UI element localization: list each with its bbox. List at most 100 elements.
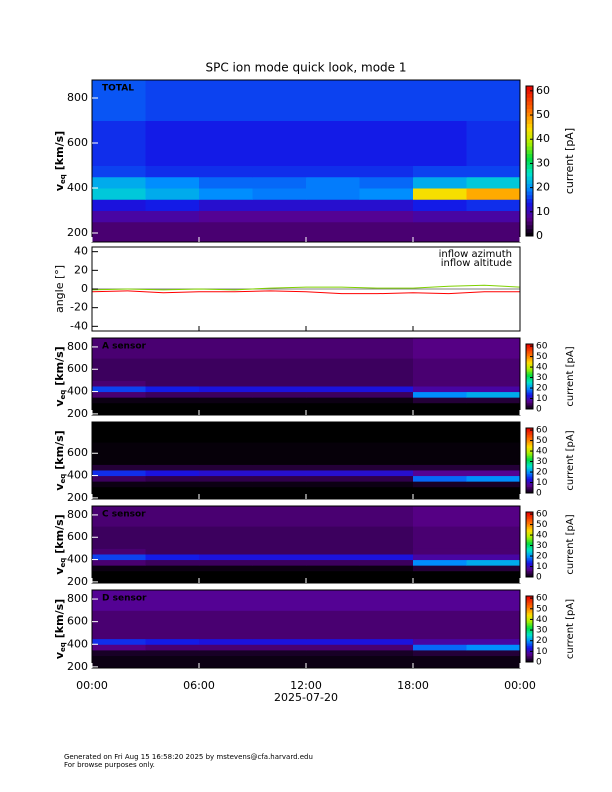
colorbar-swatch: [526, 559, 533, 562]
legend-entry: inflow altitude: [441, 258, 512, 269]
heat-cell: [145, 165, 200, 178]
colorbar-tick-label: 20: [536, 552, 548, 562]
heat-cell: [92, 210, 146, 223]
colorbar-swatch: [526, 352, 533, 355]
y-axis-label: veq [km/s]: [53, 346, 67, 406]
colorbar-swatch: [526, 428, 533, 431]
heat-cell: [199, 176, 253, 189]
colorbar-swatch: [526, 402, 533, 405]
colorbar-swatch: [526, 153, 533, 158]
y-tick-label: 600: [67, 446, 88, 459]
colorbar-swatch: [526, 376, 533, 379]
heat-cell: [466, 380, 520, 387]
colorbar-swatch: [526, 643, 533, 646]
colorbar-tick-label: 10: [536, 562, 548, 572]
heat-cell: [306, 638, 360, 645]
colorbar-frame: [525, 595, 534, 663]
heat-cell: [92, 408, 146, 415]
heat-cell: [199, 565, 253, 572]
heat-cell: [466, 655, 520, 662]
colorbar-swatch: [526, 442, 533, 445]
heat-cell: [92, 188, 146, 200]
colorbar-swatch: [526, 361, 533, 364]
heat-cell: [199, 655, 253, 662]
colorbar-swatch: [526, 437, 533, 440]
colorbar-swatch: [526, 149, 533, 154]
colorbar-swatch: [526, 478, 533, 481]
colorbar-swatch: [526, 554, 533, 557]
colorbar-swatch: [526, 620, 533, 623]
heat-cell: [252, 358, 307, 381]
heat-cell: [252, 338, 307, 359]
heat-cell: [359, 464, 414, 471]
heat-cell: [199, 408, 253, 415]
heat-cell: [306, 464, 360, 471]
panel-label: C sensor: [102, 510, 146, 520]
heat-cell: [306, 380, 360, 387]
heat-cell: [252, 80, 307, 121]
colorbar-swatch: [526, 194, 533, 199]
heat-cell: [252, 632, 307, 640]
colorbar-swatch: [526, 206, 533, 211]
colorbar-swatch: [526, 597, 533, 600]
colorbar-tick-label: 20: [536, 181, 550, 194]
colorbar-swatch: [526, 447, 533, 450]
colorbar-swatch: [526, 625, 533, 628]
colorbar-swatch: [526, 473, 533, 476]
colorbar-swatch: [526, 391, 533, 394]
colorbar-swatch: [526, 176, 533, 181]
colorbar-swatch: [526, 573, 533, 576]
heat-cell: [92, 397, 146, 404]
heat-cell: [92, 402, 146, 409]
heat-cell: [466, 548, 520, 555]
colorbar-swatch: [526, 549, 533, 552]
heat-cell: [466, 358, 520, 381]
heat-cell: [252, 638, 307, 645]
heat-cell: [413, 632, 467, 640]
colorbar-swatch: [526, 629, 533, 632]
colorbar-swatch: [526, 123, 533, 128]
colorbar-swatch: [526, 432, 533, 435]
heat-cell: [306, 486, 360, 493]
colorbar-tick-label: 60: [536, 510, 548, 520]
heat-cell: [306, 526, 360, 549]
colorbar-swatch: [526, 157, 533, 162]
colorbar-swatch: [526, 228, 533, 233]
y-label-unit: [km/s]: [53, 599, 66, 638]
colorbar-swatch: [526, 224, 533, 229]
heat-cell: [359, 338, 414, 359]
heat-cell: [252, 391, 307, 398]
heat-cell: [466, 397, 520, 404]
y-axis-label: veq [km/s]: [53, 131, 67, 191]
colorbar-swatch: [526, 602, 533, 605]
y-label-unit: [km/s]: [53, 346, 66, 385]
colorbar-swatch: [526, 434, 533, 437]
heat-cell: [359, 481, 414, 488]
footer-line: Generated on Fri Aug 15 16:58:20 2025 by…: [64, 753, 313, 761]
y-tick-label: 800: [67, 340, 88, 353]
plot-area: [92, 338, 520, 415]
heat-cell: [466, 565, 520, 572]
y-label-sub: eq: [59, 174, 67, 184]
heat-cell: [199, 481, 253, 488]
y-label-main: v: [53, 651, 66, 659]
colorbar-swatch: [526, 491, 533, 494]
heat-cell: [306, 165, 360, 178]
heat-cell: [252, 165, 307, 178]
colorbar-swatch: [526, 526, 533, 529]
colorbar-tick-label: 40: [536, 132, 550, 145]
heat-cell: [466, 80, 520, 121]
heat-cell: [92, 475, 146, 482]
heat-cell: [413, 397, 467, 404]
heat-cell: [92, 553, 146, 561]
heat-cell: [92, 632, 146, 640]
y-tick-label: 600: [67, 615, 88, 628]
heat-cell: [199, 188, 253, 200]
heat-cell: [359, 655, 414, 662]
colorbar-swatch: [526, 627, 533, 630]
heat-cell: [466, 442, 520, 465]
colorbar-swatch: [526, 134, 533, 139]
heat-cell: [413, 644, 467, 651]
heat-cell: [466, 644, 520, 651]
